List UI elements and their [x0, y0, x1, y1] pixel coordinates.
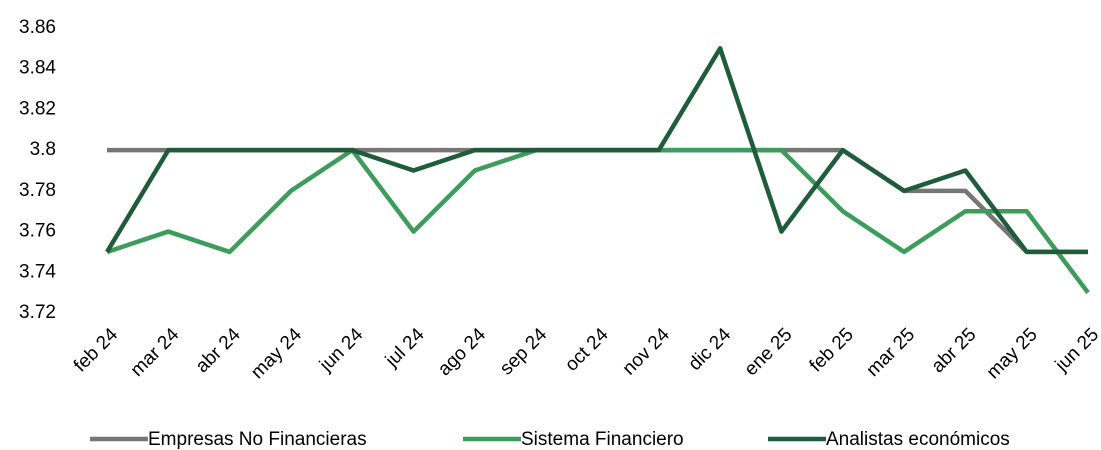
legend-label: Analistas económicos	[826, 429, 1010, 450]
x-tick-label: may 24	[247, 324, 306, 383]
x-tick-label: feb 24	[70, 324, 123, 377]
y-tick-label: 3.8	[30, 139, 56, 160]
x-tick-label: jul 24	[381, 324, 429, 372]
line-series	[107, 147, 1088, 255]
line-series	[106, 147, 1090, 294]
y-tick-label: 3.82	[19, 98, 56, 119]
x-tick-label: abr 24	[192, 324, 245, 377]
y-tick-label: 3.78	[19, 180, 56, 201]
x-tick-label: mar 25	[862, 324, 919, 381]
x-tick-label: may 25	[983, 324, 1042, 383]
y-tick-label: 3.74	[19, 261, 56, 282]
y-tick-label: 3.72	[19, 302, 56, 323]
y-tick-label: 3.86	[19, 17, 56, 38]
x-tick-label: dic 24	[685, 324, 736, 375]
x-tick-label: ago 24	[434, 324, 490, 380]
legend-label: Sistema Financiero	[521, 429, 684, 450]
y-tick-label: 3.76	[19, 221, 56, 242]
x-tick-label: ene 25	[741, 324, 797, 380]
x-tick-label: nov 24	[619, 324, 674, 379]
line-series	[105, 46, 1088, 255]
x-tick-label: abr 25	[928, 324, 981, 377]
x-tick-label: jun 25	[1051, 324, 1101, 376]
x-tick-label: feb 25	[806, 324, 858, 376]
x-tick-label: sep 24	[496, 324, 551, 379]
x-tick-label: mar 24	[127, 324, 184, 381]
x-tick-label: oct 24	[561, 324, 613, 376]
y-tick-label: 3.84	[19, 58, 56, 79]
legend-label: Empresas No Financieras	[148, 429, 367, 450]
x-tick-label: jun 24	[315, 324, 367, 376]
